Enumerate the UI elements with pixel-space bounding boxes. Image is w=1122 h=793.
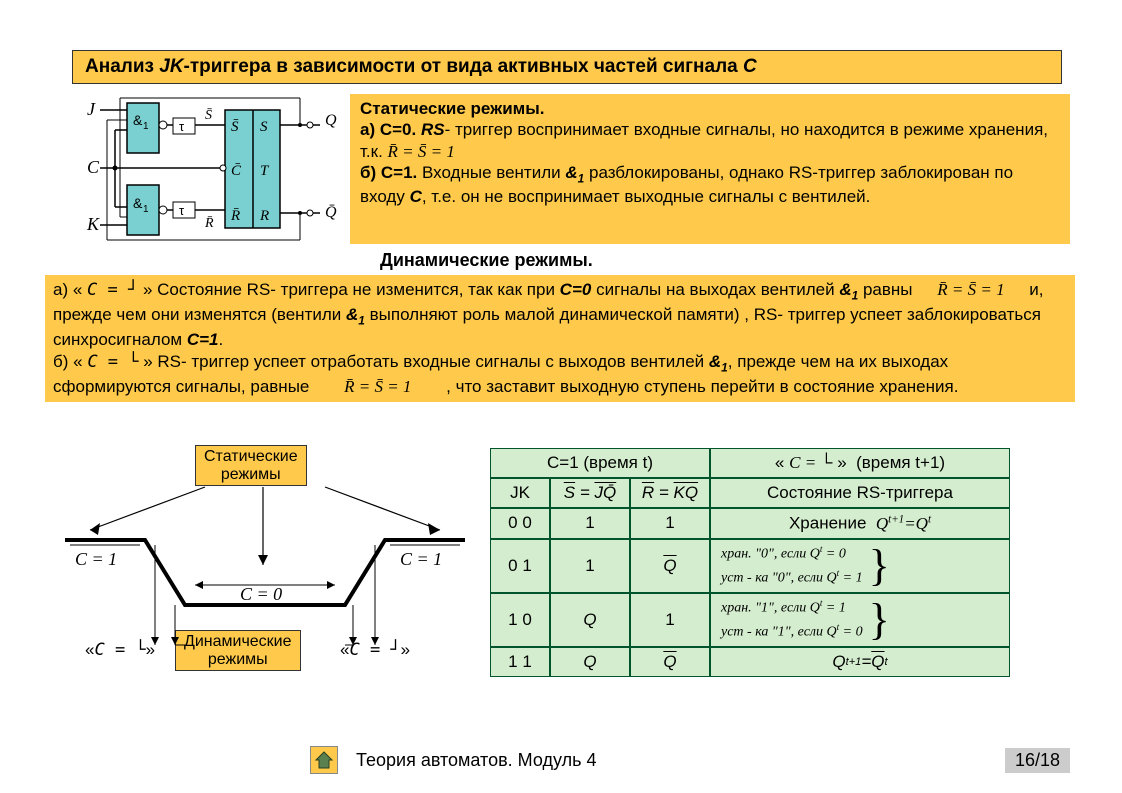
svg-text:&: & [133,112,143,128]
svg-text:R̄: R̄ [230,208,240,224]
slide-footer: Теория автоматов. Модуль 4 16/18 [310,745,1070,775]
svg-text:τ: τ [179,119,185,134]
hdr-jk: JK [490,478,550,508]
static-header: Статические режимы. [360,99,544,118]
svg-text:1: 1 [143,204,149,215]
page-number: 16/18 [1005,748,1070,773]
table-row: 0 1 1 Q хран. "0", если Qt = 0 уст - ка … [490,539,1070,593]
svg-text:J: J [87,99,96,119]
hdr-r: R = KQ [630,478,710,508]
svg-text:Q: Q [325,112,337,129]
svg-text:&: & [133,195,143,211]
hdr-s: S = JQ̄ [550,478,630,508]
table-row: 0 0 1 1 Хранение Qt+1=Qt [490,508,1070,539]
svg-text:S̄: S̄ [231,119,239,135]
timing-diagram: Статические режимы Динамические режимы C… [45,445,485,705]
svg-text:Q̄: Q̄ [325,204,337,221]
slide-title: Анализ JK-триггера в зависимости от вида… [72,50,1062,84]
table-row: 1 0 Q 1 хран. "1", если Qt = 1 уст - ка … [490,593,1070,647]
hdr-c1: С=1 (время t) [490,448,710,478]
table-row: 1 1 Q Q Qt+1 = Qt [490,647,1070,677]
svg-text:R: R [259,208,269,224]
edge-right-label: «C = ┘» [340,640,410,660]
svg-text:C = 1: C = 1 [75,549,117,569]
svg-text:C̄: C̄ [231,163,242,179]
svg-text:K: K [86,214,100,234]
svg-text:C = 1: C = 1 [400,549,442,569]
title-text: Анализ JK-триггера в зависимости от вида… [85,56,757,78]
svg-text:C: C [87,157,100,177]
dynamic-modes-text: а) « C = ┘ » Состояние RS- триггера не и… [45,275,1075,402]
jk-circuit-diagram: J C K &1 &1 τ τ S̄ R̄ S̄ [55,95,345,245]
static-modes-text: Статические режимы. а) С=0. RS- триггер … [350,94,1070,244]
home-button[interactable] [310,746,338,774]
truth-table: С=1 (время t) « C = └ » (время t+1) JK S… [490,448,1070,677]
svg-text:1: 1 [143,121,149,132]
dynamic-modes-header: Динамические режимы. [380,250,593,271]
footer-text: Теория автоматов. Модуль 4 [356,750,1005,771]
hdr-falling: « C = └ » (время t+1) [710,448,1010,478]
edge-left-label: «C = └» [85,640,155,660]
svg-text:τ: τ [179,203,185,218]
svg-text:R̄: R̄ [204,216,214,231]
svg-text:S: S [260,119,268,135]
svg-text:S̄: S̄ [205,108,212,123]
hdr-state: Состояние RS-триггера [710,478,1010,508]
svg-text:C = 0: C = 0 [240,584,282,604]
